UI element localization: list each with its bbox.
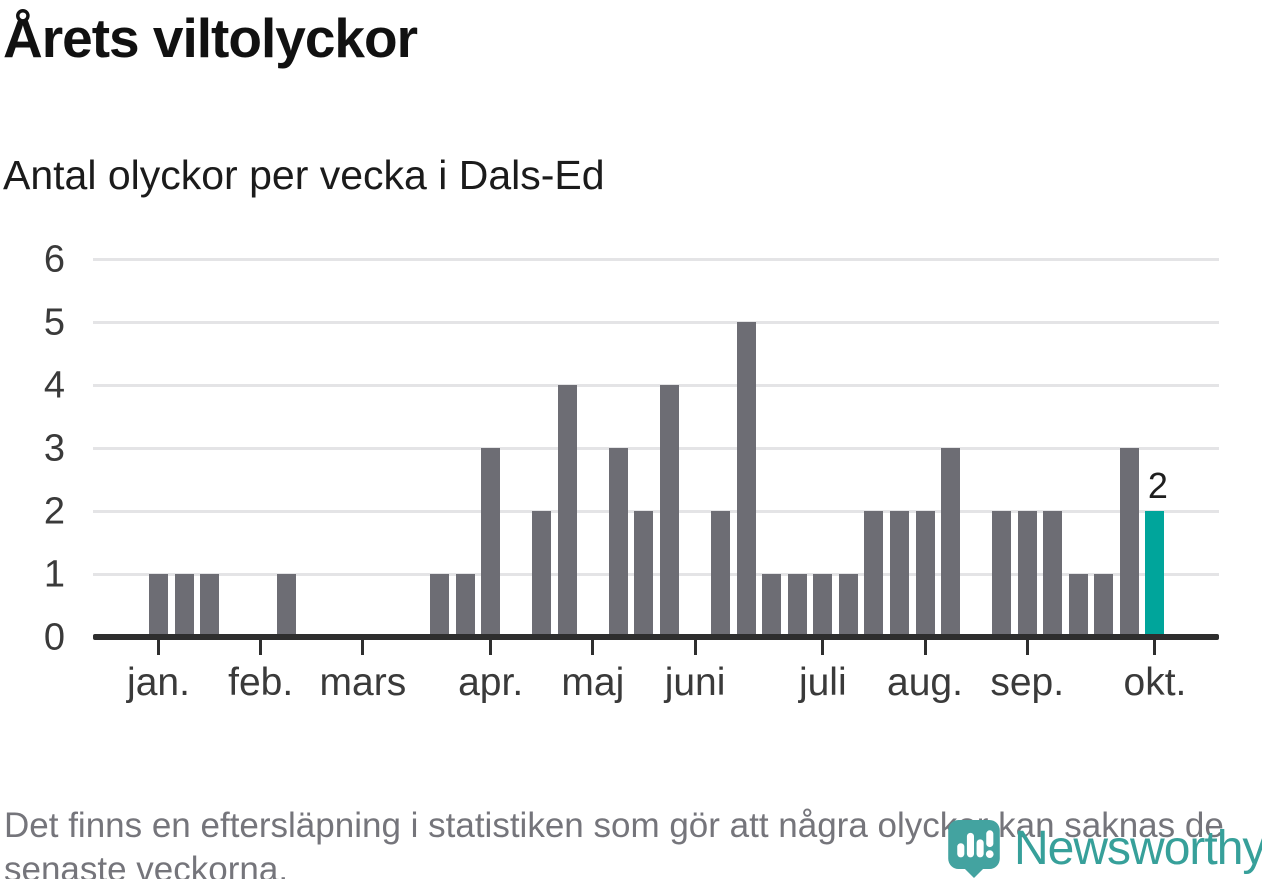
x-axis-tick <box>821 640 825 655</box>
bar <box>762 574 782 637</box>
x-axis-tick <box>361 640 365 655</box>
x-axis-tick <box>591 640 595 655</box>
x-tick-label: apr. <box>458 661 524 704</box>
y-tick-label: 5 <box>43 301 65 344</box>
x-axis-tick <box>693 640 697 655</box>
bar <box>455 574 475 637</box>
highlight-bar <box>1145 511 1165 637</box>
gridline <box>93 510 1219 513</box>
x-tick-label: juli <box>798 661 847 704</box>
x-tick-label: juni <box>664 661 726 704</box>
bar <box>1043 511 1063 637</box>
bar <box>711 511 731 637</box>
gridline <box>93 573 1219 576</box>
chart-subtitle: Antal olyckor per vecka i Dals-Ed <box>3 152 605 198</box>
chart-title: Årets viltolyckor <box>3 7 418 69</box>
bar <box>634 511 654 637</box>
y-tick-label: 6 <box>43 238 65 281</box>
bar <box>660 385 679 637</box>
gridline <box>93 258 1219 261</box>
gridline <box>93 384 1219 387</box>
bar <box>838 574 858 637</box>
bar <box>481 448 501 637</box>
x-tick-label: aug. <box>887 661 963 704</box>
y-tick-label: 2 <box>43 490 65 533</box>
y-tick-label: 3 <box>43 427 65 470</box>
x-axis-line <box>93 634 1219 640</box>
bar <box>941 448 961 637</box>
bar <box>736 322 756 637</box>
bar <box>557 385 577 637</box>
bar <box>992 511 1012 637</box>
bar <box>915 511 935 637</box>
footnote: Det finns en eftersläpning i statistiken… <box>4 806 1224 879</box>
x-tick-label: okt. <box>1123 661 1187 704</box>
gridline <box>93 321 1219 324</box>
x-tick-label: sep. <box>990 661 1065 704</box>
gridline <box>93 447 1219 450</box>
x-axis-tick <box>157 640 160 655</box>
x-tick-label: jan. <box>127 661 190 704</box>
x-tick-label: maj <box>561 661 625 704</box>
newsworthy-logo: Newsworthy <box>948 820 1262 878</box>
bar <box>174 574 194 637</box>
newsworthy-logo-text: Newsworthy <box>1014 822 1262 875</box>
y-tick-label: 1 <box>43 553 65 596</box>
x-tick-label: mars <box>319 661 407 704</box>
bar <box>1119 448 1139 637</box>
x-axis-tick <box>489 640 493 655</box>
x-axis-tick <box>923 640 927 655</box>
bar <box>1017 511 1037 637</box>
bar <box>608 448 628 637</box>
bar <box>787 574 807 637</box>
x-axis-tick <box>1025 640 1029 655</box>
x-axis-tick <box>1153 640 1157 655</box>
bar <box>864 511 884 637</box>
x-axis-tick <box>259 640 263 655</box>
y-tick-label: 0 <box>43 616 65 659</box>
x-tick-label: feb. <box>228 661 294 704</box>
bar <box>889 511 909 637</box>
bar-value-label: 2 <box>1147 465 1168 506</box>
bar <box>149 574 168 637</box>
bar <box>430 574 450 637</box>
bar <box>532 511 552 637</box>
bar <box>1094 574 1114 637</box>
bar <box>813 574 833 637</box>
y-tick-label: 4 <box>43 364 65 407</box>
bar <box>276 574 296 637</box>
bar <box>1068 574 1088 637</box>
bar <box>200 574 220 637</box>
newsworthy-pin-icon <box>948 820 1000 878</box>
